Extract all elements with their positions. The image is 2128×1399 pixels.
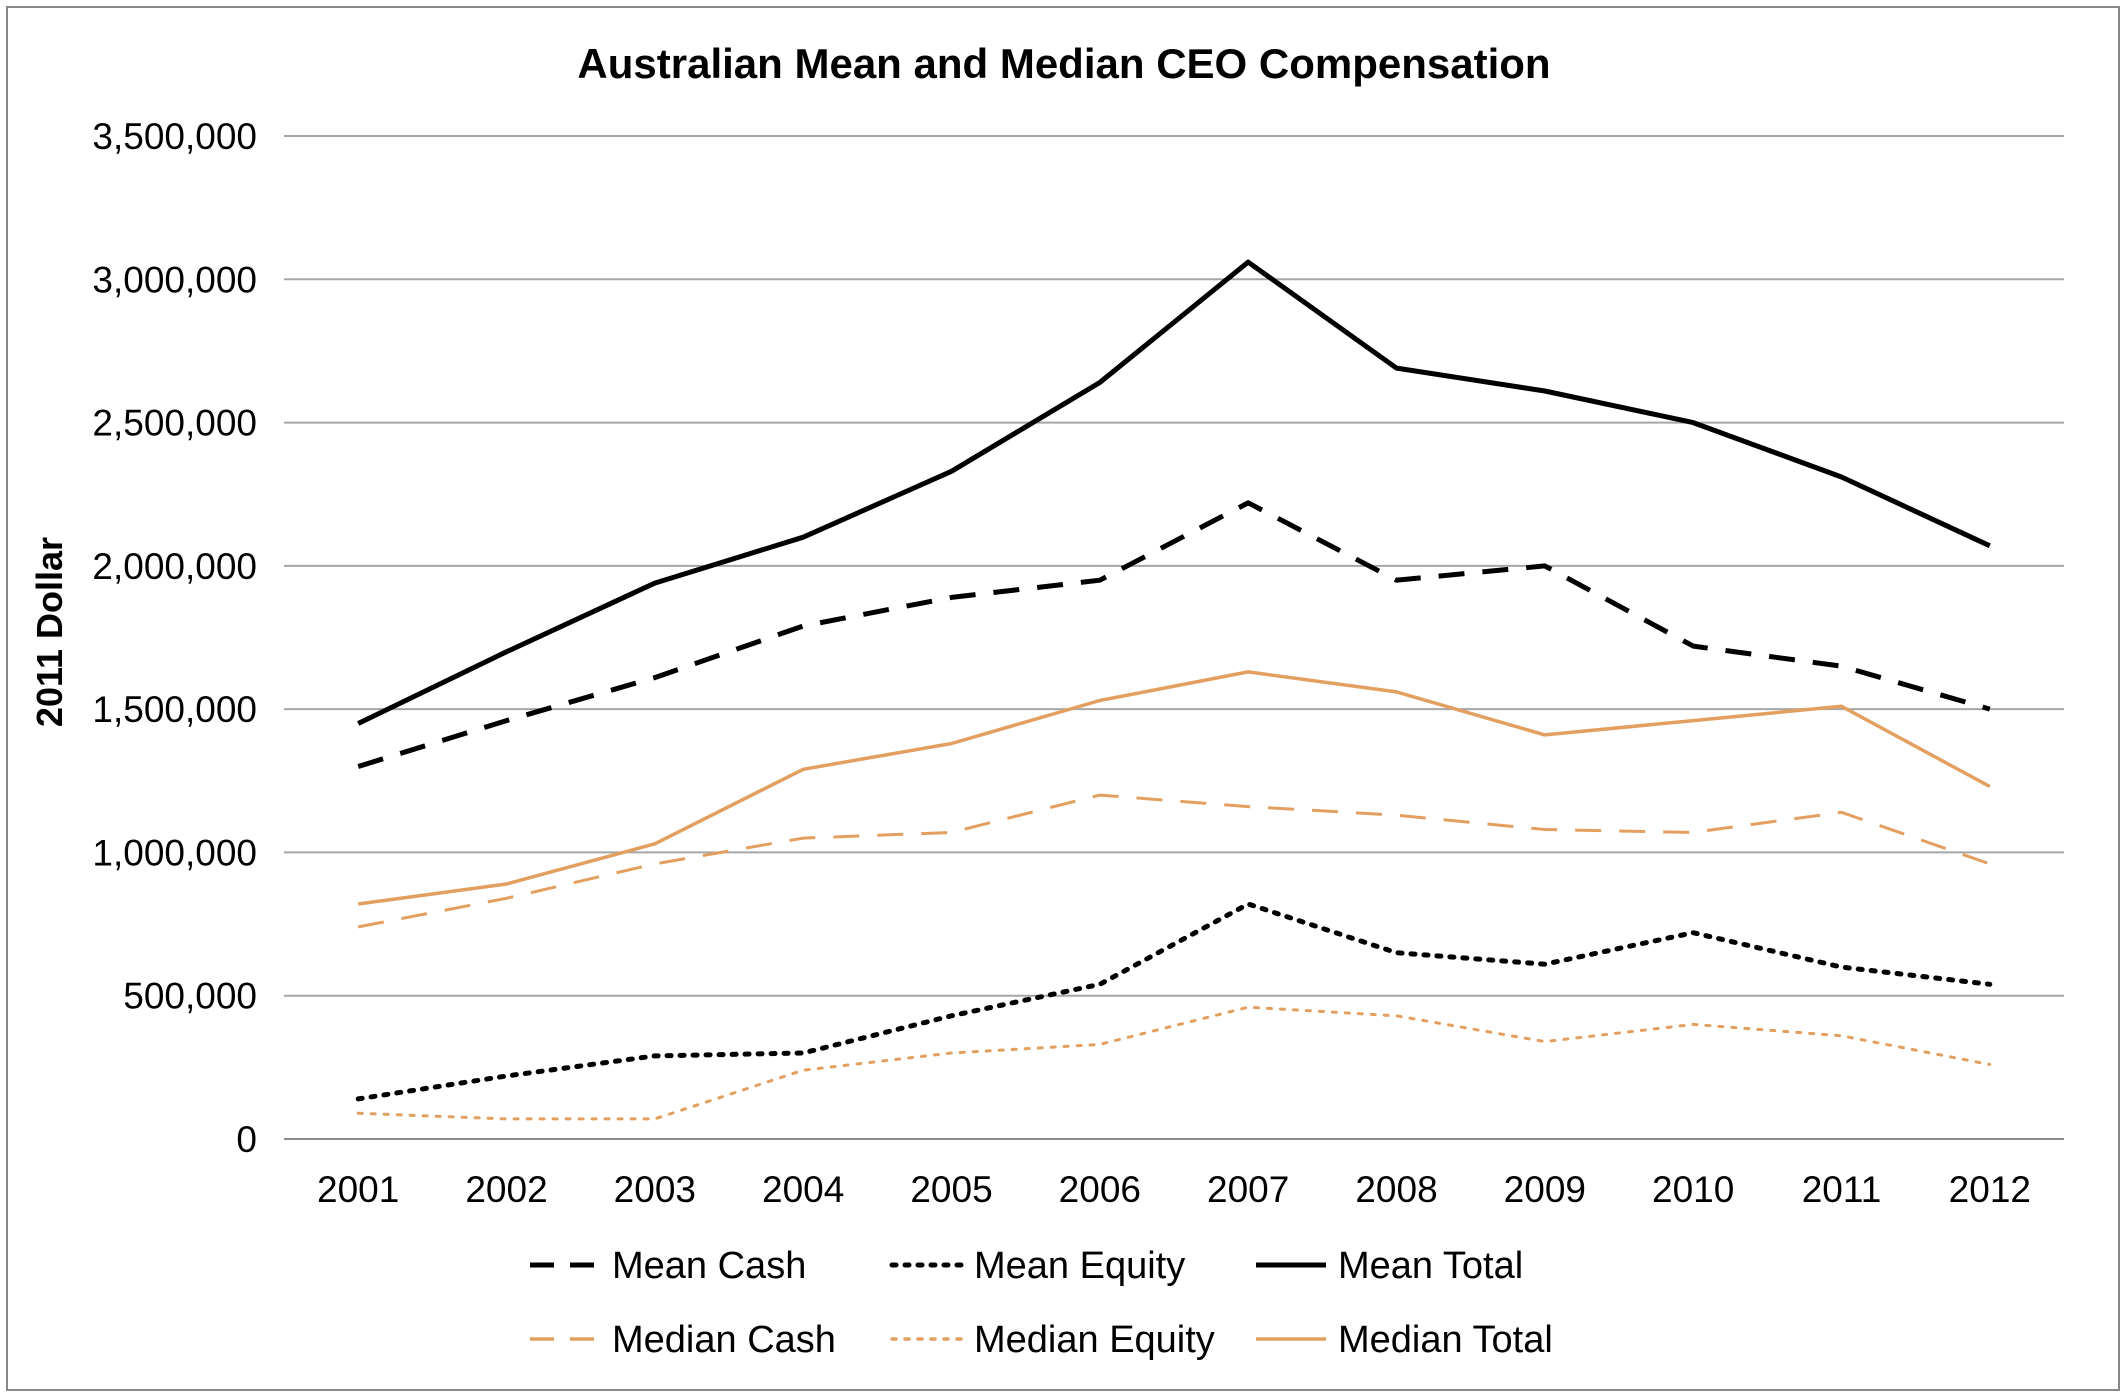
legend-item-median-total: Median Total [1256,1319,1553,1361]
y-tick-label: 500,000 [123,976,257,1017]
chart-title: Australian Mean and Median CEO Compensat… [577,40,1550,87]
x-tick-label: 2001 [317,1169,399,1210]
y-tick-label: 1,000,000 [92,832,257,873]
x-tick-label: 2010 [1652,1169,1734,1210]
legend-item-mean-cash: Mean Cash [530,1245,806,1287]
legend-label: Median Cash [612,1319,836,1361]
x-tick-label: 2007 [1207,1169,1289,1210]
x-tick-label: 2009 [1504,1169,1586,1210]
series-line-median-total [357,670,1991,906]
series-line-mean-cash [357,500,1991,769]
legend: Mean Cash Mean Equity Mean Total Median Cas… [530,1245,1553,1361]
series-line-median-equity [356,1005,1992,1121]
chart-frame [6,6,2120,1391]
y-tick-label: 0 [236,1119,257,1160]
y-tick-label: 3,000,000 [92,259,257,300]
x-tick-label: 2005 [910,1169,992,1210]
y-axis-title: 2011 Dollar [29,537,70,727]
x-tick-label: 2003 [614,1169,696,1210]
series-line-median-cash [357,793,1991,929]
x-tick-label: 2012 [1949,1169,2031,1210]
y-tick-label: 3,500,000 [92,116,257,157]
series-line-mean-equity [355,901,1993,1102]
series-line-mean-total [357,259,1991,726]
x-tick-label: 2002 [465,1169,547,1210]
legend-label: Mean Cash [612,1245,806,1287]
legend-label: Median Total [1338,1319,1553,1361]
legend-label: Mean Equity [974,1245,1185,1287]
x-tick-label: 2008 [1355,1169,1437,1210]
x-axis-ticks: 2001 2002 2003 2004 2005 2006 2007 2008 2009 2010… [317,1169,2031,1210]
series-lines [355,259,1993,1121]
y-tick-label: 1,500,000 [92,689,257,730]
gridlines [284,135,2064,1140]
legend-item-mean-total: Mean Total [1256,1245,1523,1287]
y-tick-label: 2,000,000 [92,546,257,587]
legend-label: Mean Total [1338,1245,1523,1287]
legend-item-median-cash: Median Cash [530,1319,836,1361]
legend-item-mean-equity: Mean Equity [889,1245,1185,1287]
x-tick-label: 2011 [1802,1169,1882,1210]
x-tick-label: 2004 [762,1169,844,1210]
x-tick-label: 2006 [1059,1169,1141,1210]
legend-label: Median Equity [974,1319,1215,1361]
y-tick-label: 2,500,000 [92,403,257,444]
y-axis-ticks: 0 500,000 1,000,000 1,500,000 2,000,000 2,500… [92,116,257,1160]
legend-item-median-equity: Median Equity [890,1319,1215,1361]
